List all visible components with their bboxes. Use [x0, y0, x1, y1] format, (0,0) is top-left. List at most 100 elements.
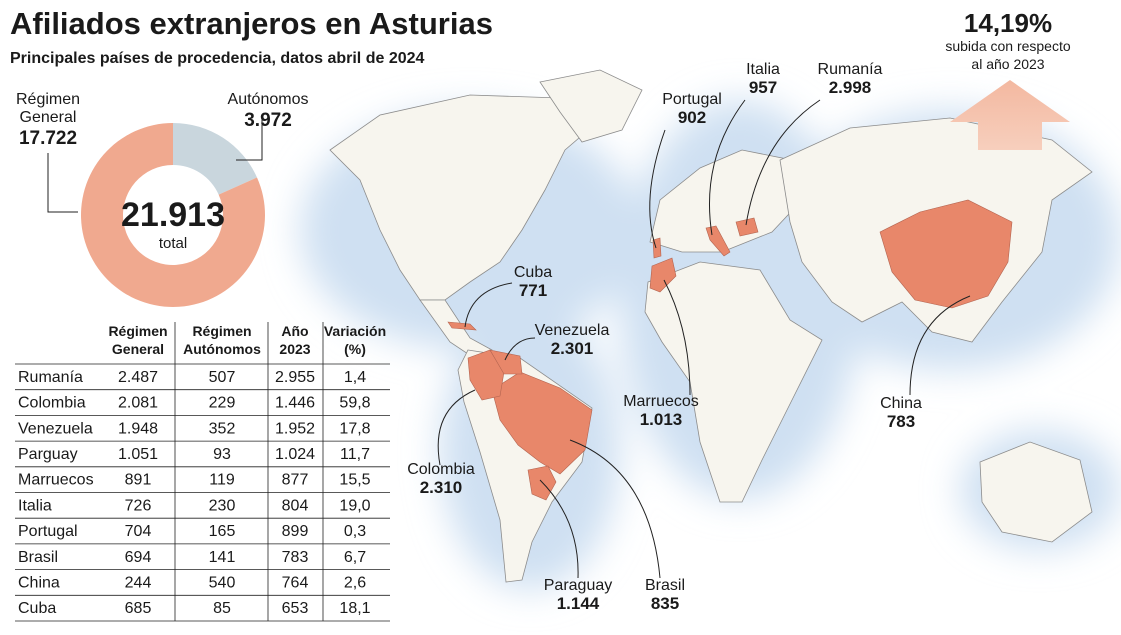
- map: [329, 69, 1093, 583]
- column-header: Autónomos: [183, 341, 261, 357]
- table-cell: 783: [282, 549, 309, 566]
- greenland: [539, 69, 643, 143]
- table-cell: 1.446: [275, 395, 315, 412]
- legend-label: Autónomos: [228, 91, 309, 108]
- column-header: 2023: [279, 341, 310, 357]
- table-cell: 2.955: [275, 369, 315, 386]
- table-cell: 507: [209, 369, 236, 386]
- growth-value: 14,19%: [964, 8, 1052, 38]
- row-label: Marruecos: [18, 472, 94, 489]
- brazil: [491, 371, 593, 475]
- map-label-name: Rumanía: [818, 61, 883, 78]
- cuba: [447, 321, 477, 331]
- row-label: Brasil: [18, 549, 58, 566]
- row-label: Italia: [18, 497, 52, 514]
- column-header: Año: [281, 323, 308, 339]
- table-cell: 2,6: [344, 574, 366, 591]
- row-label: China: [18, 574, 60, 591]
- map-label-value: 957: [749, 78, 777, 97]
- table-cell: 891: [125, 472, 152, 489]
- table-cell: 877: [282, 472, 309, 489]
- title: Afiliados extranjeros en Asturias: [10, 6, 493, 41]
- map-label-value: 1.144: [557, 594, 600, 613]
- table-cell: 18,1: [339, 600, 370, 617]
- map-label-value: 902: [678, 108, 706, 127]
- table-cell: 244: [125, 574, 152, 591]
- table-cell: 15,5: [339, 472, 370, 489]
- donut-slice: [80, 123, 265, 307]
- china: [879, 199, 1013, 309]
- australia: [979, 441, 1093, 543]
- table-cell: 764: [282, 574, 309, 591]
- table-cell: 704: [125, 523, 152, 540]
- map-label-value: 1.013: [640, 410, 683, 429]
- table-cell: 1.051: [118, 446, 158, 463]
- table-cell: 1.948: [118, 420, 158, 437]
- row-label: Cuba: [18, 600, 56, 617]
- table-cell: 165: [209, 523, 236, 540]
- table-cell: 685: [125, 600, 152, 617]
- table-cell: 93: [213, 446, 231, 463]
- table-cell: 230: [209, 497, 236, 514]
- morocco: [649, 257, 677, 293]
- table-cell: 540: [209, 574, 236, 591]
- map-label-name: Italia: [746, 61, 780, 78]
- portugal: [652, 237, 662, 259]
- map-label-value: 771: [519, 281, 547, 300]
- legend-label: Régimen General: [16, 91, 80, 126]
- map-label-value: 2.998: [829, 78, 872, 97]
- table-cell: 19,0: [339, 497, 370, 514]
- row-label: Rumanía: [18, 369, 83, 386]
- table-cell: 85: [213, 600, 231, 617]
- table-cell: 899: [282, 523, 309, 540]
- table-cell: 2.081: [118, 395, 158, 412]
- map-label-name: Brasil: [645, 577, 685, 594]
- map-label-value: 835: [651, 594, 679, 613]
- subtitle: Principales países de procedencia, datos…: [10, 50, 425, 67]
- growth-caption: subida con respecto: [945, 38, 1071, 54]
- table-cell: 694: [125, 549, 152, 566]
- map-label-name: China: [880, 395, 922, 412]
- table-cell: 1.024: [275, 446, 315, 463]
- leader-lines: [437, 99, 971, 579]
- row-label: Portugal: [18, 523, 78, 540]
- map-label-name: Cuba: [514, 264, 552, 281]
- column-header: General: [112, 341, 164, 357]
- romania: [735, 217, 759, 237]
- table-cell: 59,8: [339, 395, 370, 412]
- central-america: [419, 299, 493, 363]
- table-cell: 6,7: [344, 549, 366, 566]
- table-cell: 2.487: [118, 369, 158, 386]
- table-cell: 726: [125, 497, 152, 514]
- venezuela: [489, 349, 523, 375]
- value-label: 17.722: [19, 128, 77, 149]
- column-header: Régimen: [192, 323, 251, 339]
- column-header: Variación: [324, 323, 386, 339]
- table-cell: 804: [282, 497, 309, 514]
- up-arrow: [950, 80, 1070, 150]
- north-america: [329, 94, 601, 301]
- row-label: Colombia: [18, 395, 86, 412]
- africa: [644, 261, 823, 503]
- paraguay: [527, 465, 557, 501]
- map-label-value: 783: [887, 412, 915, 431]
- map-label-name: Venezuela: [535, 322, 610, 339]
- table-cell: 1,4: [344, 369, 366, 386]
- table-cell: 11,7: [340, 446, 370, 463]
- table-cell: 653: [282, 600, 309, 617]
- map-label-name: Portugal: [662, 91, 722, 108]
- table-cell: 17,8: [339, 420, 370, 437]
- leader: [47, 153, 78, 213]
- donut-caption: total: [159, 235, 187, 252]
- map-label-value: 2.310: [420, 478, 463, 497]
- table-cell: 0,3: [344, 523, 366, 540]
- leader: [236, 118, 263, 161]
- row-label: Parguay: [18, 446, 78, 463]
- donut-slice: [173, 123, 257, 195]
- column-header: Régimen: [108, 323, 167, 339]
- table-cell: 352: [209, 420, 236, 437]
- map-label-name: Colombia: [407, 461, 475, 478]
- growth-caption: al año 2023: [971, 56, 1044, 72]
